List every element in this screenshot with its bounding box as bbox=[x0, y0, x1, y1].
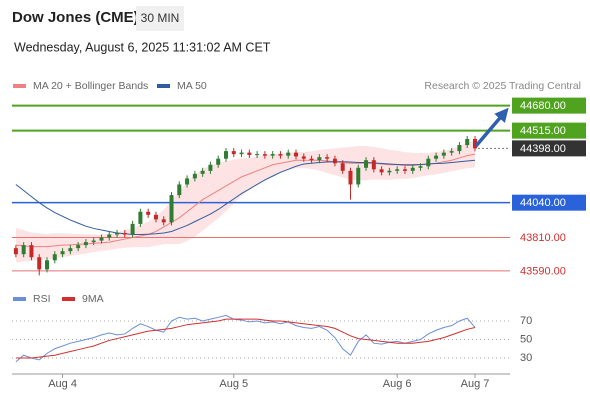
candle-body bbox=[441, 152, 446, 156]
candle-body bbox=[348, 170, 353, 185]
candle-body bbox=[21, 245, 26, 255]
candle-body bbox=[45, 260, 50, 270]
candle-body bbox=[262, 154, 267, 156]
candle-body bbox=[472, 138, 477, 149]
candle-body bbox=[138, 211, 143, 224]
candle-body bbox=[107, 234, 112, 238]
title: Dow Jones (CME) bbox=[12, 9, 139, 26]
candle-body bbox=[286, 152, 291, 156]
x-tick-label: Aug 6 bbox=[383, 378, 412, 390]
candle-body bbox=[395, 169, 400, 171]
legend-label: MA 20 + Bollinger Bands bbox=[33, 80, 148, 92]
candle-body bbox=[169, 195, 174, 223]
forecast-arrow bbox=[474, 107, 509, 148]
candle-body bbox=[340, 163, 345, 171]
candle-body bbox=[76, 245, 81, 249]
candle-body bbox=[52, 254, 57, 261]
candle-body bbox=[177, 184, 182, 196]
candle-body bbox=[402, 169, 407, 171]
bollinger-lower bbox=[15, 166, 476, 263]
bollinger-upper bbox=[15, 140, 476, 236]
candle-body bbox=[309, 158, 314, 161]
candle-body bbox=[185, 178, 190, 185]
level-label: 44040.00 bbox=[520, 197, 566, 209]
candle-body bbox=[192, 173, 197, 179]
legend-label: RSI bbox=[33, 293, 51, 305]
candle-body bbox=[153, 214, 158, 220]
candle-body bbox=[223, 151, 228, 159]
candle-body bbox=[270, 154, 275, 156]
level-label: 44515.00 bbox=[520, 125, 566, 137]
source: Research © 2025 Trading Central bbox=[424, 80, 581, 92]
candle-body bbox=[418, 166, 423, 168]
rsi-line bbox=[15, 314, 476, 363]
x-tick-label: Aug 7 bbox=[461, 378, 490, 390]
candle-body bbox=[68, 248, 73, 252]
candle-body bbox=[332, 158, 337, 164]
level-badge bbox=[512, 122, 586, 139]
last-price-label: 44398.00 bbox=[520, 143, 566, 155]
candle-body bbox=[200, 170, 205, 174]
candle-body bbox=[161, 219, 166, 223]
candle-body bbox=[29, 245, 34, 258]
legend-label: 9MA bbox=[82, 293, 104, 305]
timeframe-box bbox=[136, 6, 184, 31]
candle-body bbox=[356, 167, 361, 185]
ma50-line bbox=[15, 159, 476, 236]
x-tick-label: Aug 4 bbox=[48, 378, 77, 390]
level-badge bbox=[512, 97, 586, 114]
y-tick-label: 30 bbox=[520, 352, 532, 364]
candle-body bbox=[255, 154, 260, 156]
level-badge bbox=[512, 194, 586, 211]
candle-body bbox=[99, 237, 104, 241]
legend-label: MA 50 bbox=[177, 80, 207, 92]
candle-body bbox=[13, 248, 18, 255]
candle-body bbox=[426, 158, 431, 167]
level-label: 43590.00 bbox=[520, 265, 566, 277]
candle-body bbox=[239, 152, 244, 155]
timeframe: 30 MIN bbox=[141, 11, 180, 25]
candle-body bbox=[325, 157, 330, 159]
candle-body bbox=[208, 164, 213, 171]
candle-body bbox=[91, 240, 96, 243]
candle-body bbox=[130, 223, 135, 235]
candle-body bbox=[294, 152, 299, 157]
candle-body bbox=[60, 251, 65, 255]
candle-body bbox=[115, 232, 120, 235]
last-price-badge bbox=[512, 140, 586, 157]
candle-body bbox=[122, 232, 127, 235]
candle-body bbox=[364, 160, 369, 168]
candle-body bbox=[379, 169, 384, 173]
candle-body bbox=[410, 167, 415, 171]
candle-body bbox=[247, 152, 252, 155]
x-tick-label: Aug 5 bbox=[219, 378, 248, 390]
candle-body bbox=[231, 151, 236, 155]
y-tick-label: 70 bbox=[520, 315, 532, 327]
level-label: 43810.00 bbox=[520, 232, 566, 244]
rsi-ma-line bbox=[15, 318, 476, 359]
level-label: 44680.00 bbox=[520, 100, 566, 112]
datetime: Wednesday, August 6, 2025 11:31:02 AM CE… bbox=[14, 40, 271, 54]
y-tick-label: 50 bbox=[520, 333, 532, 345]
candle-body bbox=[37, 257, 42, 270]
candle-body bbox=[317, 157, 322, 161]
candle-body bbox=[83, 242, 88, 246]
candle-body bbox=[449, 151, 454, 153]
candle-body bbox=[465, 138, 470, 146]
candle-body bbox=[216, 158, 221, 165]
candle-body bbox=[278, 154, 283, 156]
candle-body bbox=[146, 211, 151, 215]
candle-body bbox=[371, 160, 376, 170]
candle-body bbox=[457, 145, 462, 152]
candle-body bbox=[387, 170, 392, 173]
candle-body bbox=[301, 156, 306, 159]
candle-body bbox=[434, 155, 439, 159]
